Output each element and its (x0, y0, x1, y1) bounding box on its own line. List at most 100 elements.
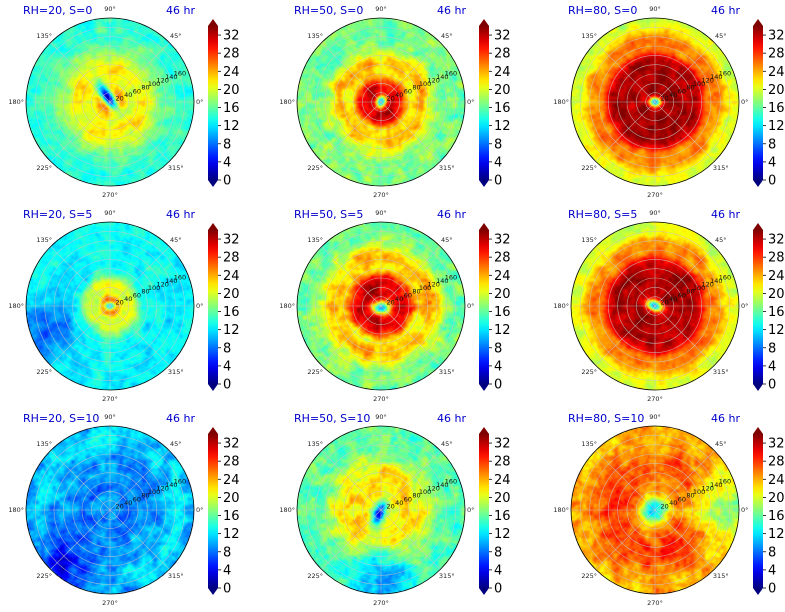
radial-tick-label: 160 (174, 273, 186, 281)
radial-tick-label: 20 (386, 94, 394, 102)
angular-gridline (50, 246, 111, 307)
colorbar-tick-label: 4 (768, 563, 776, 578)
radial-tick-label: 60 (133, 87, 141, 95)
angle-tick-label: 45° (441, 236, 453, 244)
colorbar-extend-max (479, 19, 489, 26)
colorbar-extend-min (753, 180, 763, 187)
radial-tick-label: 80 (412, 84, 420, 92)
polar-frame (25, 221, 195, 391)
angle-tick-label: 45° (170, 32, 182, 40)
colorbar-tick-label: 20 (768, 491, 785, 506)
polar-panel: 20 40 60 801001201401600°45°90°135°180°225°… (8, 4, 239, 199)
colorbar-tick-label: 32 (768, 233, 785, 248)
radial-tick-label: 100 (693, 488, 705, 496)
angle-tick-label: 45° (170, 440, 182, 448)
angle-tick-label: 315° (168, 368, 184, 376)
colorbar: 0 4 8 12 16 20 24 28 32 (479, 427, 511, 597)
angle-tick-label: 135° (581, 236, 597, 244)
angular-gridline (595, 305, 656, 366)
radial-tick-label: 120 (157, 281, 169, 289)
colorbar-tick-label: 0 (768, 378, 776, 393)
angle-tick-label: 0° (467, 98, 474, 106)
radial-tick-label: 60 (678, 291, 686, 299)
polar-panel: 20 40 60 801001201401600°45°90°135°180°225°… (553, 412, 784, 607)
colorbar-extend-min (208, 588, 218, 595)
angle-tick-label: 270° (373, 191, 389, 199)
angular-gridline (109, 246, 170, 307)
angle-tick-label: 225° (307, 368, 323, 376)
radial-tick-label: 120 (428, 77, 440, 85)
angle-tick-label: 225° (581, 368, 597, 376)
colorbar-tick-label: 0 (223, 582, 231, 597)
angle-tick-label: 270° (647, 395, 663, 403)
polar-frame (570, 221, 740, 391)
colorbar-tick-label: 12 (223, 323, 240, 338)
radial-tick-label: 120 (702, 485, 714, 493)
angle-tick-label: 225° (36, 164, 52, 172)
colorbar-tick-label: 4 (494, 359, 502, 374)
panel-time-label: 46 hr (711, 208, 740, 221)
angle-tick-label: 180° (8, 98, 24, 106)
angular-gridline (109, 305, 170, 366)
colorbar-tick-label: 20 (494, 287, 511, 302)
radial-tick-label: 160 (719, 477, 731, 485)
colorbar-tick-label: 24 (768, 269, 785, 284)
colorbar-tick-label: 12 (768, 323, 785, 338)
angle-tick-label: 180° (553, 98, 569, 106)
panel-time-label: 46 hr (166, 208, 195, 221)
radial-tick-label: 20 (660, 94, 668, 102)
radial-tick-label: 60 (404, 495, 412, 503)
radial-tick-label: 160 (719, 69, 731, 77)
radial-tick-label: 100 (148, 284, 160, 292)
panel-title: RH=80, S=0 (568, 4, 637, 17)
radial-tick-label: 40 (669, 91, 677, 99)
colorbar-tick-label: 28 (768, 47, 785, 62)
colorbar-scale (479, 26, 489, 180)
radial-tick-label: 100 (693, 80, 705, 88)
colorbar-tick-label: 4 (223, 563, 231, 578)
angle-tick-label: 315° (713, 572, 729, 580)
colorbar-tick-label: 32 (223, 233, 240, 248)
panel-time-label: 46 hr (711, 4, 740, 17)
panel-title: RH=20, S=5 (23, 208, 92, 221)
colorbar-tick-label: 28 (494, 455, 511, 470)
colorbar-tick-label: 12 (223, 119, 240, 134)
angular-gridline (654, 246, 715, 307)
angle-tick-label: 0° (196, 506, 203, 514)
angular-gridline (321, 450, 382, 511)
angle-tick-label: 0° (467, 506, 474, 514)
colorbar-tick-label: 20 (494, 491, 511, 506)
colorbar-tick-label: 4 (223, 359, 231, 374)
angle-tick-label: 180° (8, 506, 24, 514)
radial-tick-label: 80 (686, 84, 694, 92)
radial-tick-label: 140 (436, 481, 448, 489)
polar-panel: 20 40 60 801001201401600°45°90°135°180°225°… (8, 208, 239, 403)
colorbar-tick-label: 16 (223, 305, 240, 320)
colorbar: 0 4 8 12 16 20 24 28 32 (208, 427, 240, 597)
angle-tick-label: 315° (439, 368, 455, 376)
radial-tick-label: 80 (686, 288, 694, 296)
polar-frame (25, 17, 195, 187)
angle-tick-label: 270° (647, 599, 663, 607)
colorbar-tick-label: 16 (768, 305, 785, 320)
angle-tick-label: 0° (196, 302, 203, 310)
angle-tick-label: 45° (441, 440, 453, 448)
radial-tick-label: 100 (419, 284, 431, 292)
colorbar-scale (753, 26, 763, 180)
radial-tick-label: 140 (710, 277, 722, 285)
radial-tick-label: 100 (148, 80, 160, 88)
angular-gridline (595, 101, 656, 162)
angular-gridline (109, 101, 170, 162)
colorbar-extend-max (208, 19, 218, 26)
colorbar-tick-label: 24 (768, 65, 785, 80)
radial-tick-label: 40 (395, 91, 403, 99)
angle-tick-label: 225° (581, 572, 597, 580)
colorbar-tick-label: 12 (768, 527, 785, 542)
colorbar-tick-label: 28 (494, 251, 511, 266)
colorbar-extend-max (479, 427, 489, 434)
colorbar-scale (479, 230, 489, 384)
radial-tick-label: 140 (436, 277, 448, 285)
colorbar-tick-label: 32 (768, 437, 785, 452)
colorbar-tick-label: 32 (223, 29, 240, 44)
polar-panel: 20 40 60 801001201401600°45°90°135°180°225°… (279, 412, 510, 607)
